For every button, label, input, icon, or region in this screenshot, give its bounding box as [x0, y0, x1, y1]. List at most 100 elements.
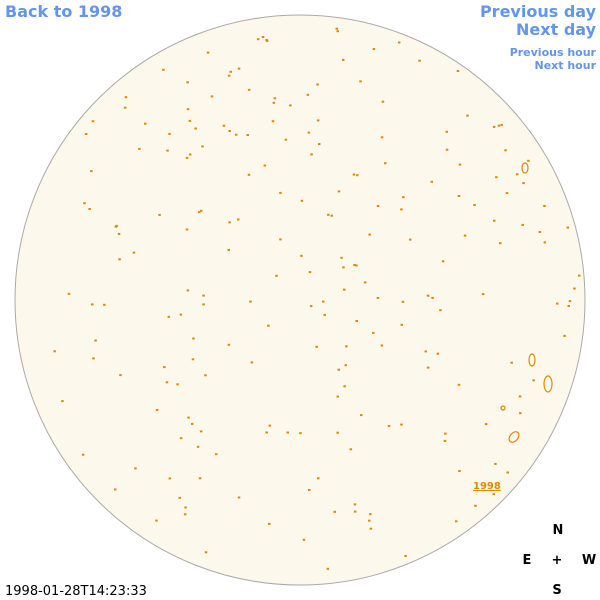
- spot: [521, 162, 529, 174]
- speckle: [271, 120, 275, 123]
- region-link[interactable]: 1998: [473, 481, 501, 492]
- speckle: [494, 462, 497, 465]
- speckle: [376, 205, 380, 207]
- speckle: [318, 143, 321, 146]
- speckle: [568, 300, 572, 303]
- speckle: [380, 136, 384, 139]
- speckle: [263, 164, 267, 167]
- speckle: [445, 130, 448, 133]
- speckle: [185, 156, 189, 159]
- speckle: [466, 114, 469, 117]
- speckle: [402, 196, 405, 199]
- speckle: [61, 400, 64, 403]
- speckle: [91, 303, 94, 306]
- speckle: [155, 519, 158, 522]
- speckle: [400, 423, 403, 426]
- speckle: [200, 209, 203, 212]
- speckle: [194, 127, 197, 130]
- speckle: [134, 467, 137, 470]
- speckle: [369, 513, 372, 516]
- speckle: [228, 130, 231, 132]
- speckle: [84, 133, 88, 135]
- speckle: [436, 352, 440, 355]
- speckle: [53, 350, 56, 353]
- speckle: [176, 383, 179, 386]
- speckle: [162, 68, 165, 71]
- speckle: [192, 337, 195, 340]
- speckle: [518, 395, 522, 398]
- speckle: [117, 233, 121, 235]
- speckle: [343, 385, 346, 388]
- speckle: [340, 256, 343, 259]
- speckle: [215, 453, 218, 456]
- timestamp: 1998-01-28T14:23:33: [5, 584, 147, 599]
- speckle: [265, 39, 268, 41]
- speckle: [376, 297, 380, 299]
- speckle: [455, 520, 458, 523]
- speckle: [279, 238, 282, 241]
- speckle: [167, 315, 171, 318]
- speckle: [368, 519, 371, 522]
- speckle: [206, 51, 210, 54]
- speckle: [424, 350, 427, 353]
- speckle: [441, 260, 445, 263]
- speckle: [543, 205, 546, 207]
- active-regions: [53, 27, 581, 570]
- speckle: [521, 223, 524, 226]
- speckle: [188, 153, 192, 156]
- speckle: [342, 266, 345, 269]
- speckle: [333, 510, 336, 513]
- speckle: [184, 506, 187, 509]
- speckle: [308, 489, 311, 491]
- previous-day-link[interactable]: Previous day: [480, 2, 597, 21]
- speckle: [345, 345, 348, 348]
- speckle: [155, 409, 159, 411]
- previous-hour-link[interactable]: Previous hour: [510, 46, 597, 59]
- speckle: [88, 208, 91, 210]
- speckle: [336, 431, 339, 434]
- speckle: [418, 59, 421, 62]
- compass-south: S: [552, 583, 561, 598]
- speckle: [204, 551, 208, 554]
- speckle: [138, 147, 141, 150]
- speckle: [186, 289, 190, 292]
- speckle: [492, 493, 495, 496]
- speckle: [474, 504, 477, 507]
- speckle: [372, 331, 375, 334]
- back-link[interactable]: Back to 1998: [5, 2, 122, 21]
- speckle: [204, 374, 207, 377]
- speckle: [201, 145, 204, 148]
- next-day-link[interactable]: Next day: [516, 20, 597, 39]
- speckle: [368, 233, 371, 236]
- speckle: [249, 300, 252, 303]
- speckle: [492, 125, 496, 128]
- next-hour-link[interactable]: Next hour: [535, 59, 597, 72]
- speckle: [473, 204, 476, 206]
- speckle: [317, 477, 320, 480]
- speckle: [273, 97, 277, 100]
- speckle: [337, 368, 340, 371]
- speckle: [463, 234, 467, 237]
- speckle: [495, 176, 498, 179]
- speckle: [563, 334, 566, 337]
- speckle: [322, 300, 325, 303]
- speckle: [261, 36, 265, 38]
- speckle: [237, 496, 241, 499]
- speckle: [235, 133, 238, 136]
- speckle: [527, 159, 530, 162]
- speckle: [349, 448, 353, 451]
- speckle: [83, 202, 86, 205]
- speckle: [183, 513, 187, 516]
- speckle: [360, 414, 363, 417]
- speckle: [343, 288, 346, 291]
- speckle: [387, 425, 391, 427]
- speckle: [289, 104, 292, 107]
- speckle: [567, 305, 570, 307]
- speckle: [516, 173, 519, 176]
- speckle: [342, 58, 345, 61]
- speckle: [409, 238, 412, 241]
- speckle: [404, 555, 407, 557]
- speckle: [132, 251, 136, 254]
- compass-center: +: [552, 553, 563, 568]
